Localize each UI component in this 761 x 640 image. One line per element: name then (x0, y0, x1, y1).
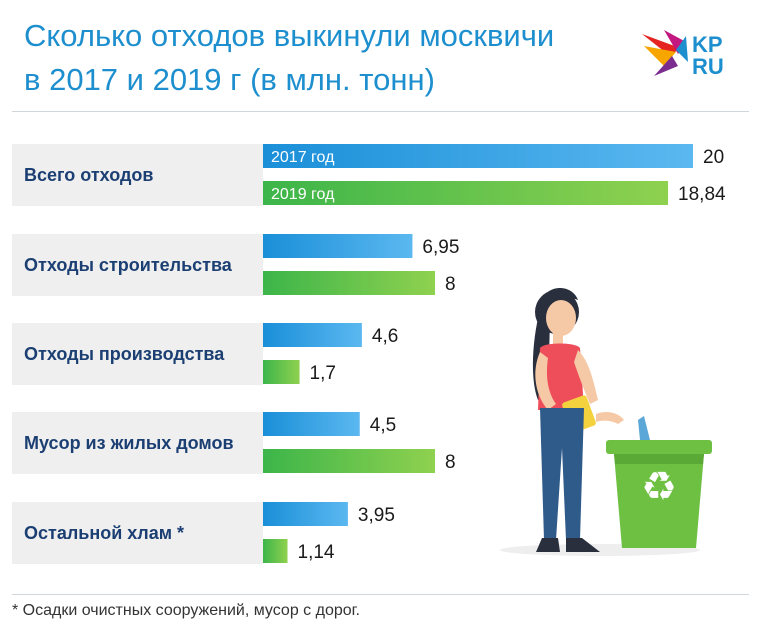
category-label: Всего отходов (24, 165, 153, 185)
category-label: Остальной хлам * (24, 523, 184, 543)
value-label: 8 (445, 274, 456, 295)
bar-2017 (263, 412, 360, 436)
bar-2019 (263, 449, 435, 473)
category-background (12, 412, 263, 474)
category-background (12, 144, 263, 206)
kp-logo: KP RU (642, 30, 724, 79)
woman-figure (532, 288, 624, 552)
title-line-1: Сколько отходов выкинули москвичи (24, 18, 555, 53)
value-label: 6,95 (422, 237, 459, 258)
value-label: 4,6 (372, 326, 398, 347)
bar-2017 (263, 234, 413, 258)
bar-chart: Всего отходов 20 2017 год 18,84 2019 год Отхо… (12, 144, 726, 564)
category-background (12, 502, 263, 564)
value-label: 18,84 (678, 184, 726, 205)
bar-2017 (263, 144, 693, 168)
value-label: 4,5 (370, 415, 396, 436)
top-divider (12, 111, 749, 112)
bar-2019 (263, 539, 288, 563)
bottom-divider (12, 594, 749, 595)
bar-2019 (263, 271, 435, 295)
recycle-symbol-icon: ♻ (641, 464, 677, 510)
category-label: Мусор из жилых домов (24, 433, 234, 453)
value-label: 1,14 (298, 542, 335, 563)
recycling-bin-icon: ♻ (606, 416, 712, 548)
bar-2019 (263, 360, 300, 384)
woman-recycling-illustration: ♻ (500, 288, 712, 556)
logo-text-top: KP (692, 32, 723, 57)
category-label: Отходы строительства (24, 255, 233, 275)
value-label: 1,7 (310, 363, 336, 384)
bar-2017 (263, 323, 362, 347)
value-label: 8 (445, 452, 456, 473)
logo-text-bottom: RU (692, 54, 724, 79)
chart-title: Сколько отходов выкинули москвичи в 2017… (24, 14, 584, 102)
bar-2019 (263, 181, 669, 205)
category-background (12, 234, 263, 296)
value-label: 20 (703, 147, 724, 168)
series-name-label: 2019 год (271, 186, 335, 203)
value-label: 3,95 (358, 505, 395, 526)
bird-icon (642, 30, 688, 76)
title-line-2: в 2017 и 2019 г (в млн. тонн) (24, 62, 435, 97)
series-name-label: 2017 год (271, 149, 335, 166)
bar-2017 (263, 502, 348, 526)
category-label: Отходы производства (24, 344, 225, 364)
category-background (12, 323, 263, 385)
footnote: * Осадки очистных сооружений, мусор с до… (12, 602, 360, 619)
